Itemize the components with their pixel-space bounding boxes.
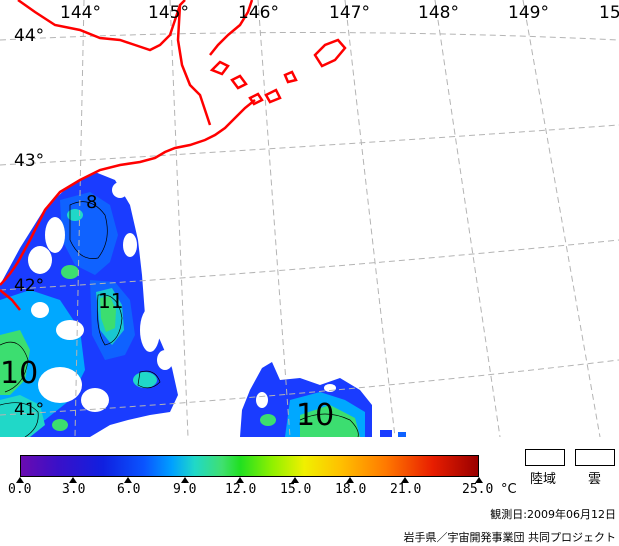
longitude-label: 148° — [418, 3, 459, 23]
colorbar-tick — [236, 477, 244, 483]
sst-data-region-west — [0, 172, 178, 437]
latitude-label: 42° — [14, 276, 45, 296]
colorbar-tick — [475, 477, 483, 483]
sea-surface-temperature-map: 8 11 10 10 — [0, 0, 619, 437]
longitude-label: 146° — [238, 3, 279, 23]
coastline — [0, 0, 347, 311]
colorbar-tick — [69, 477, 77, 483]
sst-data-region-south — [240, 362, 406, 437]
colorbar-tick-label: 0.0 — [8, 482, 32, 497]
latitude-label: 43° — [14, 151, 45, 171]
longitude-label: 15 — [599, 3, 619, 23]
colorbar-tick — [124, 477, 132, 483]
colorbar-tick — [16, 477, 24, 483]
colorbar-tick-label: 6.0 — [117, 482, 141, 497]
colorbar-tick-label: 18.0 — [335, 482, 367, 497]
graticule — [0, 0, 619, 437]
contour-label: 10 — [0, 356, 38, 391]
longitude-label: 147° — [329, 3, 370, 23]
land-legend-label: 陸域 — [530, 472, 557, 487]
colorbar-tick-label: 12.0 — [225, 482, 257, 497]
colorbar-tick — [401, 477, 409, 483]
longitude-label: 145° — [148, 3, 189, 23]
temperature-colorbar — [20, 455, 479, 477]
latitude-label: 41° — [14, 400, 45, 420]
temperature-unit: °C — [501, 482, 517, 497]
longitude-label: 149° — [508, 3, 549, 23]
cloud-legend-swatch — [575, 449, 615, 466]
colorbar-tick — [346, 477, 354, 483]
land-legend-swatch — [525, 449, 565, 466]
project-credit: 岩手県／宇宙開発事業団 共同プロジェクト — [403, 531, 617, 544]
contour-labels: 8 11 10 10 — [0, 192, 334, 433]
contour-label: 11 — [98, 289, 123, 313]
cloud-legend-label: 雲 — [588, 472, 602, 487]
colorbar-tick — [291, 477, 299, 483]
contour-label: 8 — [86, 192, 97, 213]
colorbar-tick-label: 3.0 — [62, 482, 86, 497]
colorbar-tick-label: 25.0 — [462, 482, 494, 497]
colorbar-tick-label: 9.0 — [173, 482, 197, 497]
colorbar-tick-label: 21.0 — [390, 482, 422, 497]
contour-label: 10 — [296, 398, 334, 433]
colorbar-tick-label: 15.0 — [280, 482, 312, 497]
latitude-label: 44° — [14, 26, 45, 46]
observation-date: 観測日:2009年06月12日 — [490, 508, 616, 521]
longitude-label: 144° — [60, 3, 101, 23]
colorbar-tick — [181, 477, 189, 483]
